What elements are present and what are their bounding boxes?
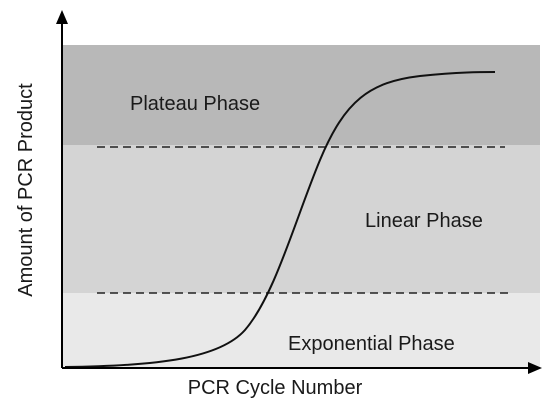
x-axis-arrow bbox=[528, 362, 542, 374]
linear-band bbox=[62, 145, 540, 293]
plateau-band bbox=[62, 45, 540, 145]
y-axis-label: Amount of PCR Product bbox=[15, 83, 37, 297]
amplification-curve bbox=[64, 71, 496, 368]
phase-label: Exponential Phase bbox=[288, 333, 455, 355]
phase-label: Plateau Phase bbox=[130, 93, 260, 115]
phase-label: Linear Phase bbox=[365, 210, 483, 232]
y-axis-arrow bbox=[56, 10, 68, 24]
exponential-band bbox=[62, 293, 540, 368]
x-axis-label: PCR Cycle Number bbox=[188, 377, 363, 399]
